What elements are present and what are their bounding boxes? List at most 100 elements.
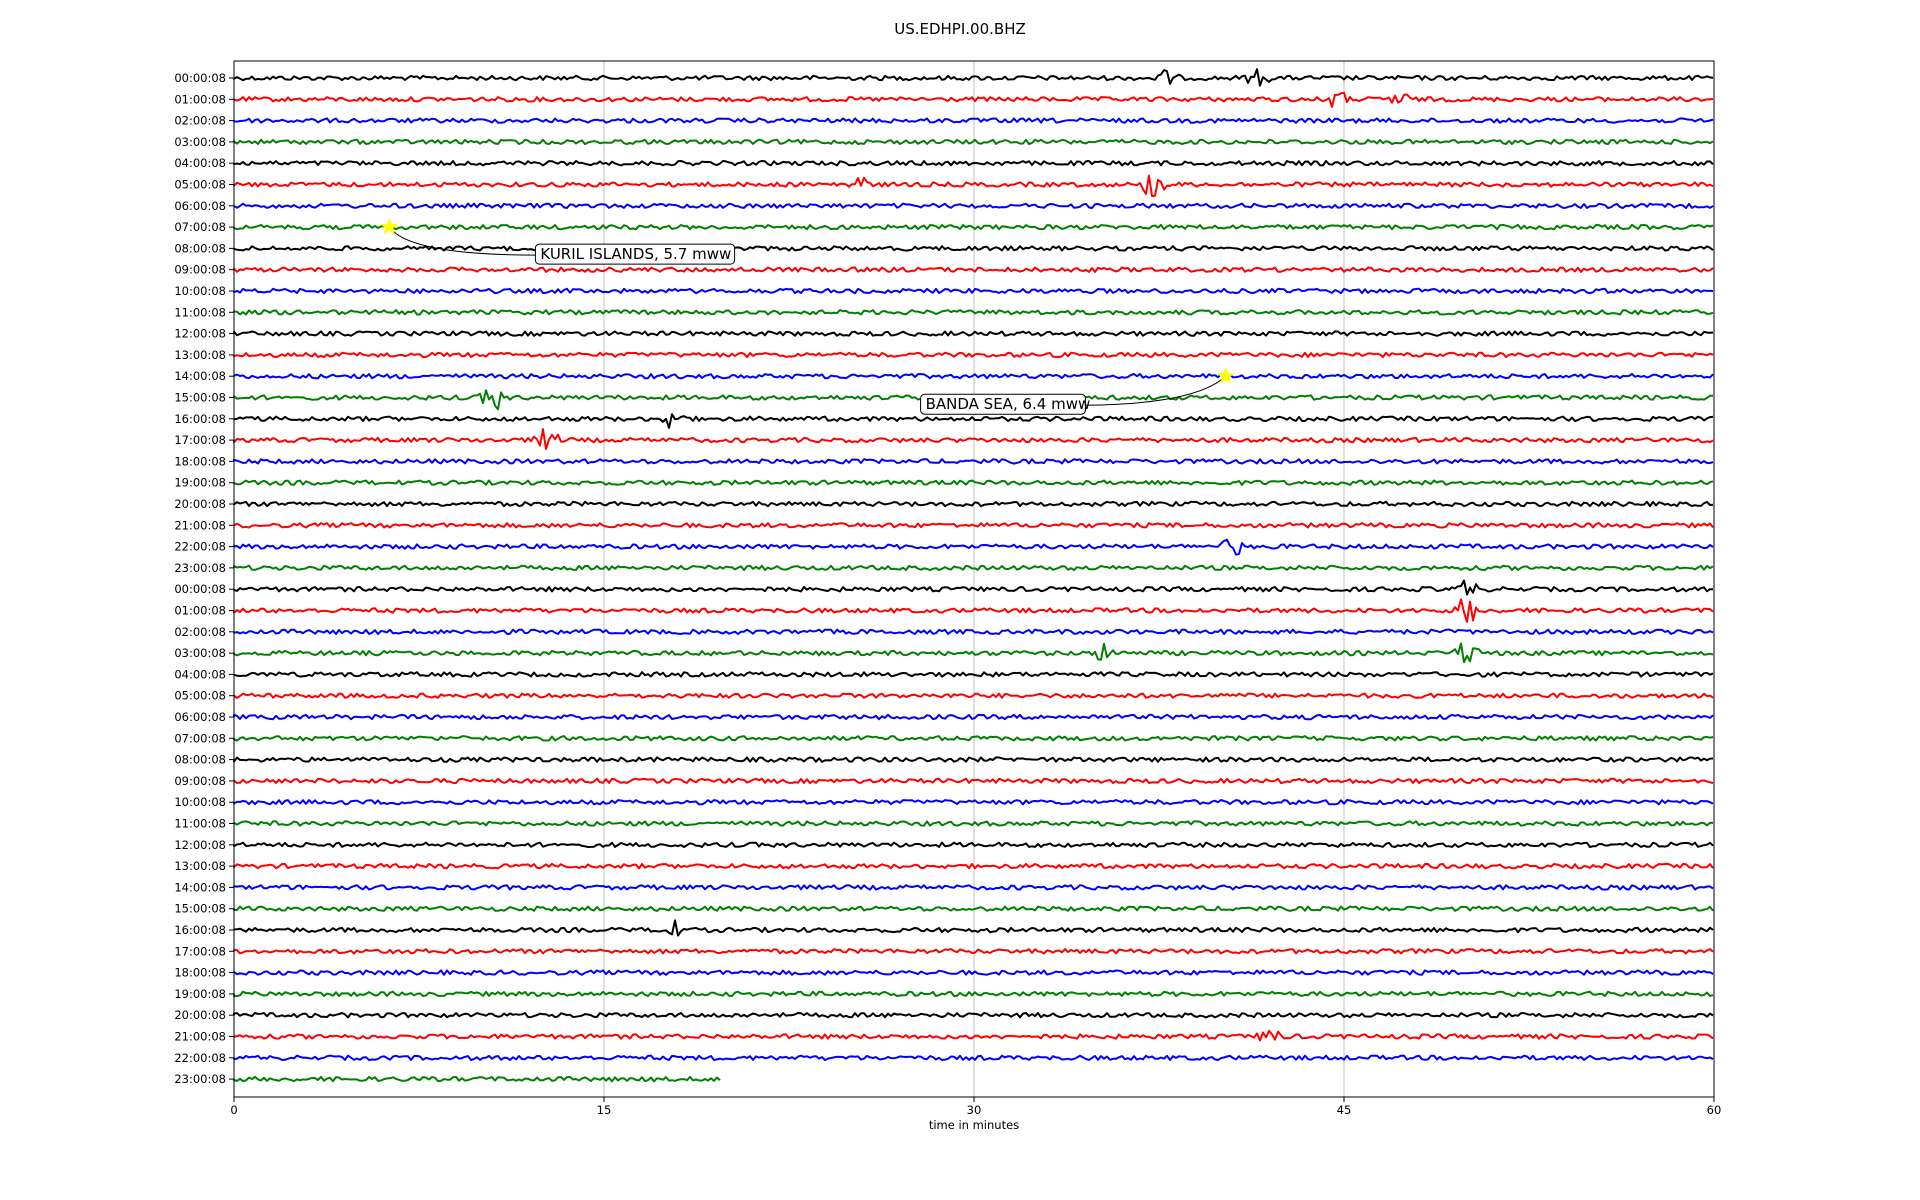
row-label: 17:00:08 <box>174 433 226 447</box>
row-label: 08:00:08 <box>174 753 226 767</box>
x-axis-label: time in minutes <box>929 1118 1019 1132</box>
trace-row <box>233 990 1714 998</box>
trace-row <box>233 458 1714 465</box>
row-label: 21:00:08 <box>174 1030 226 1044</box>
trace-row <box>233 628 1714 635</box>
trace-row <box>233 692 1714 699</box>
event-annotation: BANDA SEA, 6.4 mww <box>920 366 1235 415</box>
trace-row <box>233 373 1714 380</box>
trace-row <box>233 266 1714 273</box>
trace-row <box>233 756 1714 763</box>
trace-row <box>233 174 1714 198</box>
trace-row <box>233 351 1714 359</box>
row-label: 13:00:08 <box>174 348 226 362</box>
trace-row <box>233 919 1714 937</box>
row-label: 09:00:08 <box>174 263 226 277</box>
trace-row <box>233 777 1714 785</box>
annotation-connector <box>388 226 536 256</box>
trace-row <box>233 330 1714 337</box>
row-label: 21:00:08 <box>174 518 226 532</box>
x-tick-label: 60 <box>1707 1103 1722 1117</box>
trace-row <box>233 969 1714 976</box>
trace-row <box>233 479 1714 486</box>
trace-row <box>233 117 1714 124</box>
trace-row <box>233 309 1714 316</box>
event-annotations: KURIL ISLANDS, 5.7 mww BANDA SEA, 6.4 mww <box>380 217 1235 415</box>
grid-layer <box>603 61 1345 1097</box>
row-label: 07:00:08 <box>174 731 226 745</box>
trace-row <box>233 735 1714 742</box>
trace-row <box>233 428 1714 450</box>
annotation-connector <box>1085 375 1226 406</box>
trace-row <box>233 138 1714 146</box>
row-label: 20:00:08 <box>174 1008 226 1022</box>
annotation-label: BANDA SEA, 6.4 mww <box>926 395 1091 413</box>
row-label: 22:00:08 <box>174 540 226 554</box>
trace-row <box>233 841 1714 848</box>
row-label: 04:00:08 <box>174 156 226 170</box>
row-label: 22:00:08 <box>174 1051 226 1065</box>
row-label: 12:00:08 <box>174 327 226 341</box>
row-label: 12:00:08 <box>174 838 226 852</box>
trace-row <box>233 579 1714 596</box>
row-label: 06:00:08 <box>174 199 226 213</box>
trace-row <box>233 202 1714 209</box>
trace-row <box>233 862 1714 870</box>
row-label: 05:00:08 <box>174 689 226 703</box>
trace-row <box>233 538 1714 556</box>
trace-row <box>233 500 1714 508</box>
row-label: 14:00:08 <box>174 880 226 894</box>
row-label: 06:00:08 <box>174 710 226 724</box>
row-label: 15:00:08 <box>174 902 226 916</box>
row-label: 18:00:08 <box>174 454 226 468</box>
trace-row <box>233 564 1714 572</box>
row-label: 00:00:08 <box>174 582 226 596</box>
row-label: 20:00:08 <box>174 497 226 511</box>
trace-row <box>233 223 1714 231</box>
trace-row <box>233 884 1714 891</box>
row-label: 11:00:08 <box>174 817 226 831</box>
row-label: 14:00:08 <box>174 369 226 383</box>
row-label: 13:00:08 <box>174 859 226 873</box>
trace-row <box>233 91 1714 108</box>
row-label: 11:00:08 <box>174 305 226 319</box>
row-labels: 00:00:08 01:00:08 02:00:08 03:00:08 04:00:08… <box>174 71 234 1086</box>
trace-row <box>233 522 1714 529</box>
row-label: 07:00:08 <box>174 220 226 234</box>
x-tick-label: 0 <box>230 1103 237 1117</box>
row-label: 15:00:08 <box>174 391 226 405</box>
row-label: 01:00:08 <box>174 92 226 106</box>
row-label: 16:00:08 <box>174 412 226 426</box>
event-annotation: KURIL ISLANDS, 5.7 mww <box>380 217 736 265</box>
row-label: 00:00:08 <box>174 71 226 85</box>
row-label: 02:00:08 <box>174 114 226 128</box>
row-label: 16:00:08 <box>174 923 226 937</box>
row-label: 08:00:08 <box>174 241 226 255</box>
trace-row <box>233 905 1714 912</box>
trace-row <box>233 820 1714 827</box>
trace-row <box>233 1075 721 1083</box>
row-label: 19:00:08 <box>174 987 226 1001</box>
trace-row <box>233 671 1714 678</box>
annotation-box <box>534 243 736 265</box>
trace-row <box>233 1054 1714 1061</box>
row-label: 01:00:08 <box>174 604 226 618</box>
trace-row <box>233 68 1714 87</box>
row-label: 04:00:08 <box>174 667 226 681</box>
row-label: 03:00:08 <box>174 646 226 660</box>
x-tick-label: 30 <box>967 1103 982 1117</box>
row-label: 17:00:08 <box>174 944 226 958</box>
trace-row <box>233 713 1714 721</box>
x-tick-label: 45 <box>1337 1103 1352 1117</box>
trace-row <box>233 160 1714 167</box>
row-label: 23:00:08 <box>174 561 226 575</box>
trace-row <box>233 1029 1714 1042</box>
annotation-label: KURIL ISLANDS, 5.7 mww <box>540 245 731 263</box>
trace-row <box>233 1012 1714 1019</box>
row-label: 10:00:08 <box>174 795 226 809</box>
row-label: 18:00:08 <box>174 966 226 980</box>
row-label: 02:00:08 <box>174 625 226 639</box>
annotation-box <box>920 393 1086 415</box>
trace-row <box>233 287 1714 295</box>
